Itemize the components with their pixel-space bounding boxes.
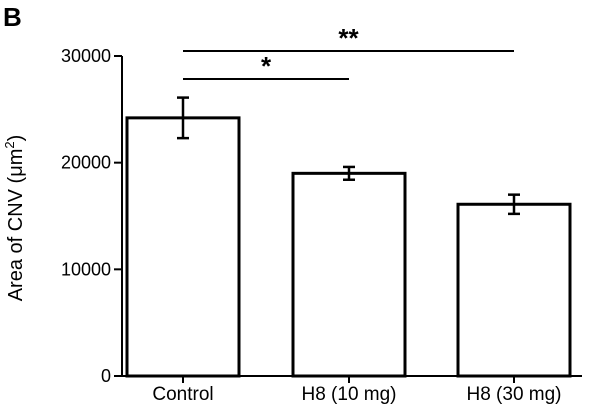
panel-label: B xyxy=(3,2,22,32)
category-label: H8 (10 mg) xyxy=(301,384,396,405)
category-label: Control xyxy=(152,384,213,405)
plot-area: 0 10000 20000 30000 Control H8 (10 mg) H8 (30 … xyxy=(61,23,582,405)
y-tick-label: 30000 xyxy=(61,46,111,66)
y-tick-label: 10000 xyxy=(61,259,111,279)
bar xyxy=(125,116,241,378)
category-label: H8 (30 mg) xyxy=(466,384,561,405)
significance-label: * xyxy=(261,51,272,81)
bar xyxy=(456,202,572,378)
bar xyxy=(291,171,407,378)
y-tick-label: 0 xyxy=(101,366,111,386)
y-axis-label: Area of CNV (μm2) xyxy=(2,135,27,302)
y-tick-label: 20000 xyxy=(61,153,111,173)
significance-label: ** xyxy=(338,23,359,53)
